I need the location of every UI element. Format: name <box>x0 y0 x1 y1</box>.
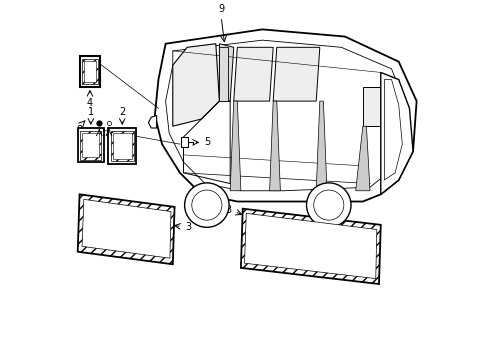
Polygon shape <box>316 101 326 191</box>
Polygon shape <box>362 87 380 126</box>
Polygon shape <box>219 44 233 101</box>
Text: 7: 7 <box>105 134 112 144</box>
Polygon shape <box>110 131 133 161</box>
Circle shape <box>306 183 350 227</box>
Text: 5: 5 <box>204 138 210 147</box>
Text: 9: 9 <box>218 4 224 14</box>
Polygon shape <box>230 101 241 191</box>
Polygon shape <box>82 59 98 84</box>
Circle shape <box>184 183 228 227</box>
Polygon shape <box>148 116 156 128</box>
Polygon shape <box>219 47 228 101</box>
Polygon shape <box>155 30 416 202</box>
Polygon shape <box>241 209 380 284</box>
Polygon shape <box>233 47 273 101</box>
Polygon shape <box>180 137 187 147</box>
Text: 1: 1 <box>87 107 94 117</box>
Text: 6: 6 <box>96 134 102 144</box>
Polygon shape <box>108 128 136 164</box>
Polygon shape <box>78 128 104 162</box>
Polygon shape <box>172 44 219 126</box>
Polygon shape <box>84 61 96 82</box>
Polygon shape <box>82 133 99 157</box>
Text: 8: 8 <box>76 126 82 135</box>
Text: 4: 4 <box>87 98 93 108</box>
Polygon shape <box>244 213 376 279</box>
Text: 3: 3 <box>185 222 191 232</box>
Polygon shape <box>113 133 131 159</box>
Polygon shape <box>78 194 174 264</box>
Text: 2: 2 <box>119 107 125 117</box>
Polygon shape <box>380 72 412 194</box>
Polygon shape <box>269 101 280 191</box>
Text: 3: 3 <box>225 206 231 216</box>
Polygon shape <box>82 199 171 258</box>
Polygon shape <box>80 131 101 159</box>
Polygon shape <box>273 47 319 101</box>
Polygon shape <box>355 126 369 191</box>
Polygon shape <box>80 56 100 87</box>
